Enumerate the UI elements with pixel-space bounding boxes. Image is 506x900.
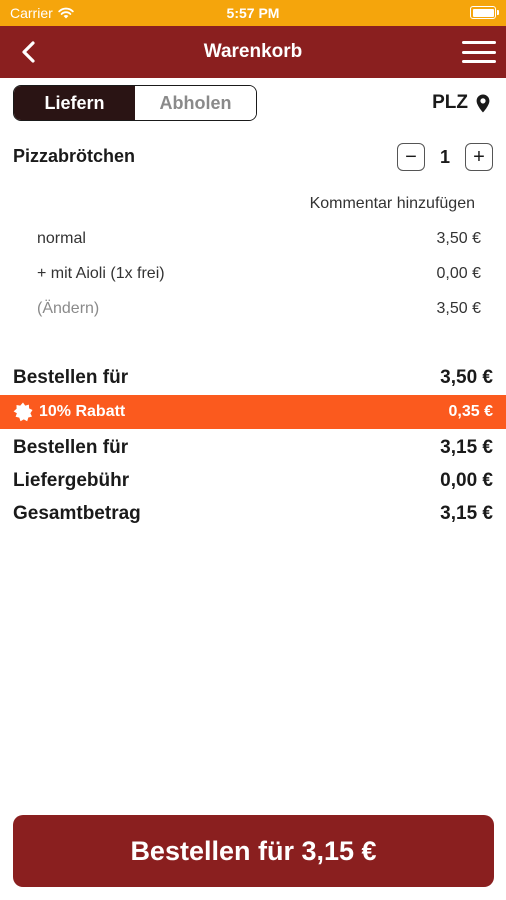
discounted-subtotal-row: Bestellen für 3,15 € bbox=[13, 437, 493, 459]
menu-line-icon bbox=[462, 50, 496, 54]
option-label: normal bbox=[37, 230, 86, 247]
discount-badge-icon bbox=[13, 402, 33, 422]
location-pin-icon bbox=[476, 94, 490, 112]
discount-row: 10% Rabatt 0,35 € bbox=[0, 395, 506, 429]
page-title: Warenkorb bbox=[203, 41, 303, 62]
cart-item-name: Pizzabrötchen bbox=[13, 146, 136, 166]
carrier-info: Carrier bbox=[10, 5, 74, 21]
option-price: 3,50 € bbox=[436, 300, 481, 317]
battery-icon bbox=[470, 6, 499, 19]
quantity-stepper: − 1 + bbox=[397, 143, 493, 171]
discount-value: 0,35 € bbox=[448, 403, 493, 420]
status-bar: Carrier 5:57 PM bbox=[0, 0, 506, 26]
subtotal-value: 3,50 € bbox=[440, 367, 493, 388]
increase-quantity-button[interactable]: + bbox=[465, 143, 493, 171]
subtotal-label: Bestellen für bbox=[13, 367, 129, 388]
postal-code-button[interactable]: PLZ bbox=[432, 92, 490, 114]
place-order-button[interactable]: Bestellen für 3,15 € bbox=[13, 815, 494, 887]
hamburger-menu-button[interactable] bbox=[462, 38, 496, 66]
total-value: 3,15 € bbox=[440, 503, 493, 524]
menu-line-icon bbox=[462, 60, 496, 63]
option-label: + mit Aioli (1x frei) bbox=[37, 265, 165, 282]
pickup-tab[interactable]: Abholen bbox=[135, 86, 256, 120]
decrease-quantity-button[interactable]: − bbox=[397, 143, 425, 171]
add-comment-link[interactable]: Kommentar hinzufügen bbox=[309, 195, 475, 212]
discounted-subtotal-value: 3,15 € bbox=[440, 437, 493, 458]
deliver-tab[interactable]: Liefern bbox=[14, 86, 135, 120]
discount-label: 10% Rabatt bbox=[39, 403, 126, 420]
delivery-fee-row: Liefergebühr 0,00 € bbox=[13, 470, 493, 492]
delivery-fee-value: 0,00 € bbox=[440, 470, 493, 491]
option-price: 0,00 € bbox=[436, 265, 481, 282]
list-item: + mit Aioli (1x frei) 0,00 € bbox=[37, 265, 481, 283]
nav-bar: Warenkorb bbox=[0, 26, 506, 78]
quantity-value: 1 bbox=[439, 146, 450, 167]
status-time: 5:57 PM bbox=[226, 5, 280, 21]
carrier-label: Carrier bbox=[10, 5, 53, 21]
delivery-fee-label: Liefergebühr bbox=[13, 470, 130, 491]
discounted-subtotal-label: Bestellen für bbox=[13, 437, 129, 458]
total-row: Gesamtbetrag 3,15 € bbox=[13, 503, 493, 525]
subtotal-row: Bestellen für 3,50 € bbox=[13, 367, 493, 389]
list-item: (Ändern) 3,50 € bbox=[37, 300, 481, 318]
list-item: normal 3,50 € bbox=[37, 230, 481, 248]
total-label: Gesamtbetrag bbox=[13, 503, 141, 524]
wifi-icon bbox=[58, 7, 74, 19]
back-button[interactable] bbox=[14, 38, 42, 66]
delivery-mode-toggle: Liefern Abholen bbox=[13, 85, 257, 121]
menu-line-icon bbox=[462, 41, 496, 44]
postal-code-label: PLZ bbox=[432, 92, 468, 113]
chevron-left-icon bbox=[22, 41, 35, 63]
edit-item-link[interactable]: (Ändern) bbox=[37, 300, 100, 317]
option-price: 3,50 € bbox=[436, 230, 481, 247]
